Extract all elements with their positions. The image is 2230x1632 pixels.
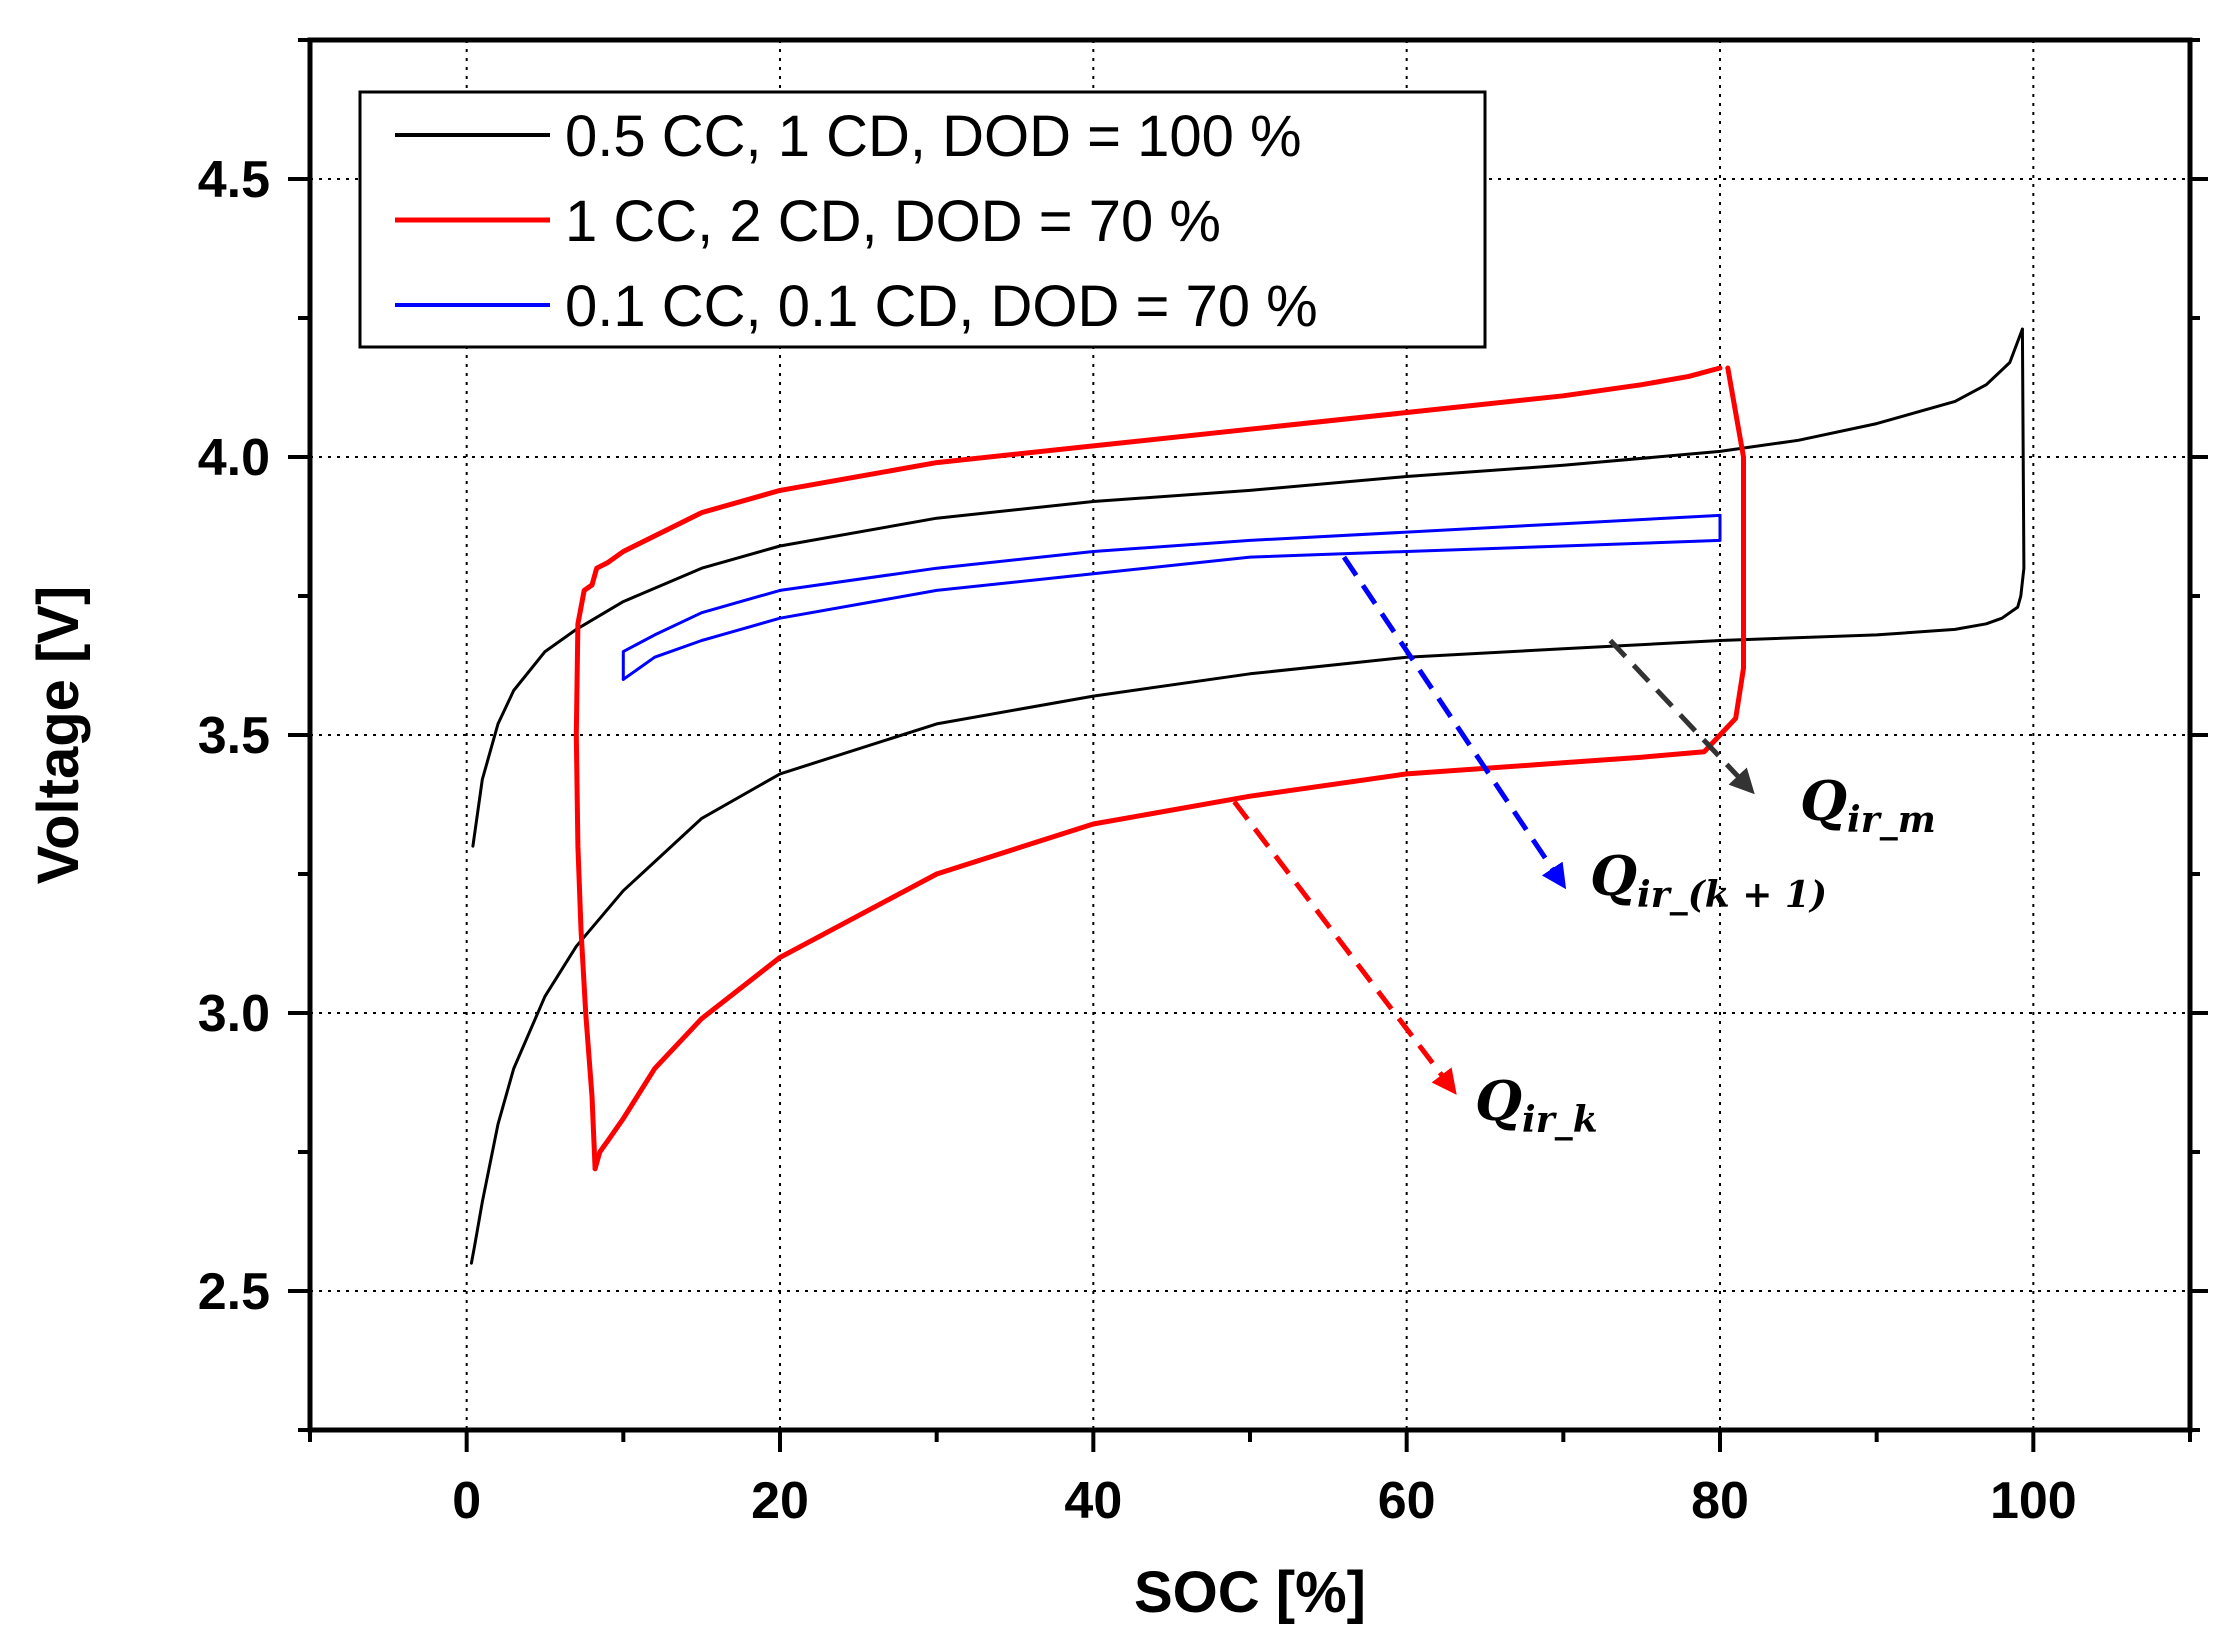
series-black-discharge-line: [469, 327, 2026, 1265]
series-red-charge-line: [589, 365, 1723, 588]
annotation-q-ir-k: Qir_k: [1475, 1069, 1598, 1141]
annotation-arrow-q_ir_k: [1232, 800, 1457, 1095]
axis-ticks: [288, 38, 2208, 1452]
annotation-q-ir-k1: Qir_(k + 1): [1590, 844, 1827, 916]
x-tick-label: 20: [751, 1472, 809, 1530]
x-tick-label: 60: [1378, 1472, 1436, 1530]
annotation-arrow-q_ir_m: [1608, 638, 1755, 795]
series-layer: [469, 327, 2026, 1265]
annotation-q-ir-m: Qir_m: [1800, 769, 1936, 841]
legend: 0.5 CC, 1 CD, DOD = 100 % 1 CC, 2 CD, DO…: [358, 90, 1487, 349]
annotation-layer: [1232, 555, 1755, 1095]
legend-label-red: 1 CC, 2 CD, DOD = 70 %: [565, 189, 1221, 254]
y-tick-label: 3.5: [198, 707, 270, 765]
series-black-charge-line: [471, 327, 2024, 848]
legend-label-black: 0.5 CC, 1 CD, DOD = 100 %: [565, 104, 1302, 169]
y-tick-label: 4.5: [198, 151, 270, 209]
y-tick-label: 2.5: [198, 1263, 270, 1321]
x-axis-title: SOC [%]: [1134, 1560, 1366, 1625]
series-blue: [621, 513, 1722, 681]
y-tick-label: 3.0: [198, 985, 270, 1043]
y-tick-label: 4.0: [198, 429, 270, 487]
y-axis-title: Voltage [V]: [26, 586, 91, 885]
series-blue-discharge-line: [621, 513, 1722, 681]
x-tick-label: 80: [1691, 1472, 1749, 1530]
grid-lines: [310, 40, 2190, 1430]
annotation-arrow-q_ir_k1: [1341, 555, 1567, 890]
series-blue-charge-line: [621, 513, 1722, 681]
x-tick-label: 100: [1990, 1472, 2077, 1530]
legend-label-blue: 0.1 CC, 0.1 CD, DOD = 70 %: [565, 274, 1318, 339]
x-tick-label: 0: [452, 1472, 481, 1530]
series-red-discharge-line: [592, 365, 1746, 1172]
series-black: [469, 327, 2026, 1265]
series-red: [573, 365, 1746, 1172]
series-red-recovery-line: [573, 582, 598, 1172]
tick-labels: 0 20 40 60 80 100 2.5 3.0 3.5 4.0 4.5: [198, 151, 2077, 1530]
x-tick-label: 40: [1064, 1472, 1122, 1530]
